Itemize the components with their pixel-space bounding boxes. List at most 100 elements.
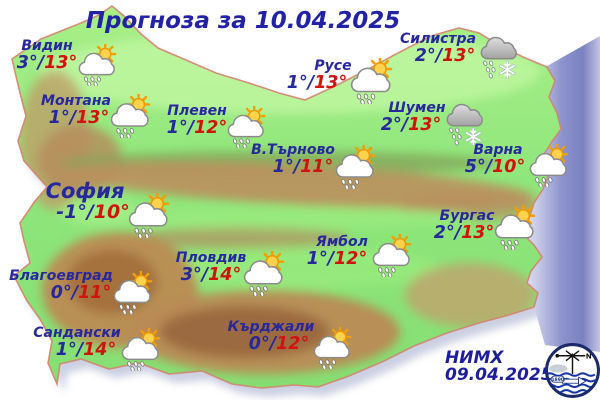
credit-org: НИМХ	[445, 348, 504, 368]
temp-high: 12°	[194, 117, 228, 138]
city-name: Благоевград	[9, 268, 113, 284]
city-vidin: Видин 3°/13°	[17, 39, 77, 72]
city-name: Плевен	[167, 103, 227, 119]
sun-cloud-rain-icon	[240, 251, 287, 296]
city-name: Пловдив	[175, 250, 247, 266]
city-montana: Монтана 1°/13°	[41, 94, 111, 127]
temp-separator: /	[37, 52, 45, 73]
temp-high: 11°	[78, 282, 112, 303]
temp-separator: /	[69, 107, 77, 128]
city-name: Шумен	[388, 100, 446, 116]
city-name: Русе	[314, 58, 352, 74]
temp-high: 12°	[276, 333, 310, 354]
city-sandanski: Сандански 1°/14°	[33, 326, 120, 359]
temp-separator: /	[454, 222, 462, 243]
temp-low: 1°	[272, 156, 294, 177]
city-name: София	[45, 179, 125, 203]
temp-high: 10°	[492, 156, 526, 177]
sun-cloud-rain-icon	[310, 327, 354, 369]
temp-high: 13°	[408, 114, 442, 135]
city-blagoevgrad: Благоевград 0°/11°	[9, 269, 113, 302]
temp-low: 1°	[166, 117, 188, 138]
temp-low: 3°	[16, 52, 38, 73]
city-name: Монтана	[41, 93, 111, 109]
city-name: Ямбол	[316, 234, 368, 250]
temp-separator: /	[76, 339, 84, 360]
cloud-sleet-icon	[477, 33, 521, 79]
temp-high: 14°	[83, 339, 117, 360]
sun-cloud-rain-icon	[491, 205, 538, 250]
temp-separator: /	[327, 248, 335, 269]
temp-high: 13°	[314, 72, 348, 93]
sun-cloud-rain-icon	[347, 58, 395, 104]
temp-high: 12°	[334, 248, 368, 269]
city-name: Варна	[473, 142, 523, 158]
temp-high: 13°	[461, 222, 495, 243]
logo-year: 1890	[551, 377, 564, 383]
sun-cloud-rain-icon	[75, 44, 119, 86]
city-temps: 1°/13°	[286, 72, 348, 93]
city-name: Кърджали	[227, 319, 315, 335]
black-sea	[515, 36, 600, 352]
temp-low: 1°	[306, 248, 328, 269]
city-name: Видин	[21, 38, 73, 54]
credit-date: 09.04.2025	[445, 365, 553, 385]
sun-cloud-rain-icon	[118, 328, 163, 371]
credit-block: НИМХ 09.04.2025	[445, 350, 553, 384]
city-name: Сандански	[33, 325, 121, 341]
temp-low: 0°	[248, 333, 270, 354]
temp-low: 0°	[50, 282, 72, 303]
city-varna: Варна 5°/10°	[464, 142, 528, 177]
temp-separator: /	[435, 45, 443, 66]
city-temps: 5°/10°	[464, 156, 526, 177]
city-temps: 0°/12°	[236, 333, 323, 354]
city-name: Бургас	[439, 208, 495, 224]
city-temps: 1°/12°	[166, 117, 228, 138]
logo-wind-vane	[556, 350, 586, 375]
sun-cloud-rain-icon	[110, 271, 155, 314]
temp-low: 2°	[380, 114, 402, 135]
city-temps: 2°/13°	[407, 45, 483, 66]
temp-separator: /	[71, 282, 79, 303]
sun-cloud-rain-icon	[369, 234, 414, 277]
temp-high: 11°	[300, 156, 334, 177]
city-temps: 3°/14°	[176, 264, 246, 285]
sun-cloud-rain-icon	[332, 145, 378, 189]
city-temps: 1°/14°	[42, 339, 129, 360]
city-veliko-tarnovo: В.Търново 1°/11°	[251, 143, 335, 176]
city-name: Силистра	[399, 31, 477, 47]
temp-separator: /	[187, 117, 195, 138]
temp-low: 1°	[55, 339, 77, 360]
temp-low: -1°	[56, 200, 87, 223]
city-temps: 2°/13°	[433, 222, 495, 243]
forecast-title: Прогноза за 10.04.2025	[85, 8, 401, 34]
city-temps: -1°/10°	[54, 200, 133, 223]
temp-separator: /	[401, 114, 409, 135]
temp-low: 5°	[464, 156, 486, 177]
city-name: В.Търново	[251, 142, 335, 158]
logo-cloud	[549, 364, 568, 373]
city-ruse: Русе 1°/13°	[287, 58, 363, 92]
temp-low: 2°	[414, 45, 436, 66]
city-kardzhali: Кърджали 0°/12°	[228, 320, 315, 353]
temp-high: 13°	[44, 52, 78, 73]
temp-low: 1°	[48, 107, 70, 128]
city-yambol: Ямбол 1°/12°	[307, 234, 372, 268]
logo-north-label: N	[586, 351, 592, 360]
nimh-logo: 1890 N	[545, 343, 600, 398]
city-temps: 1°/12°	[306, 248, 368, 269]
temp-separator: /	[269, 333, 277, 354]
temp-high: 13°	[442, 45, 476, 66]
temp-low: 3°	[180, 264, 202, 285]
temp-low: 2°	[433, 222, 455, 243]
city-temps: 0°/11°	[29, 282, 133, 303]
city-burgas: Бургас 2°/13°	[433, 208, 497, 243]
city-silistra: Силистра 2°/13°	[400, 32, 476, 65]
city-temps: 1°/11°	[261, 156, 345, 177]
sun-cloud-rain-icon	[107, 94, 153, 138]
temp-low: 1°	[286, 72, 308, 93]
temp-separator: /	[201, 264, 209, 285]
temp-separator: /	[293, 156, 301, 177]
temp-separator: /	[307, 72, 315, 93]
city-temps: 3°/13°	[16, 52, 78, 73]
